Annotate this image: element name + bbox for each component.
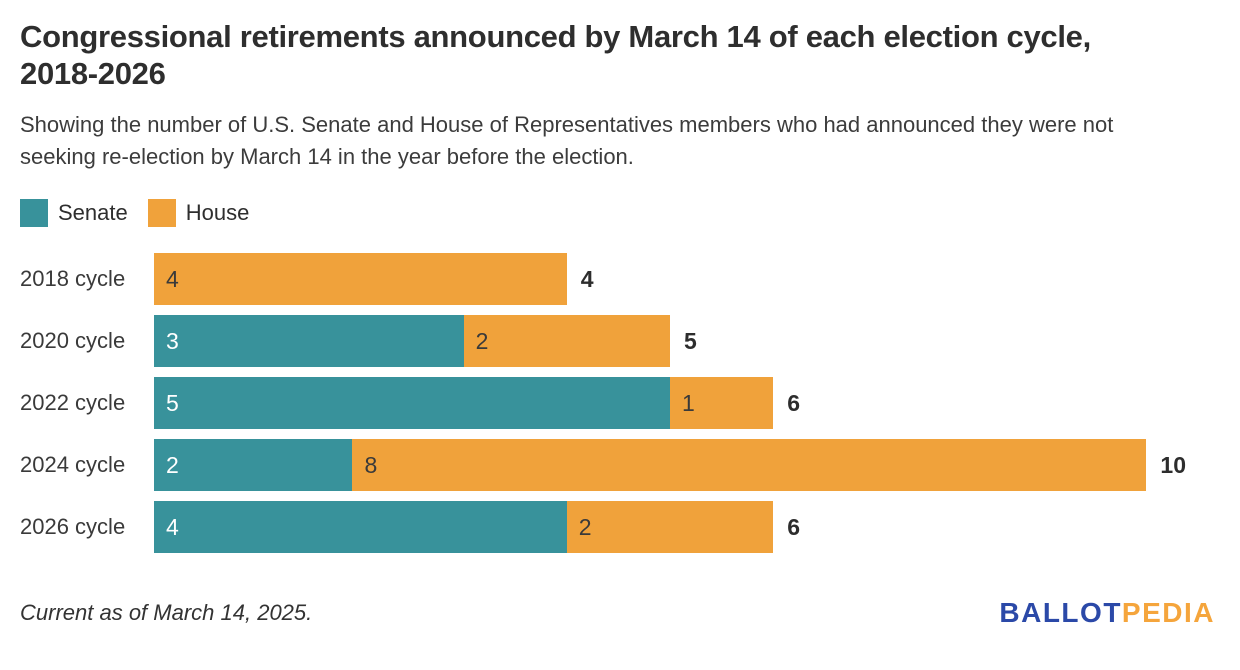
segment-value: 8 bbox=[364, 451, 378, 478]
legend-label: Senate bbox=[58, 200, 128, 225]
footer: Current as of March 14, 2025. BALLOTPEDI… bbox=[20, 597, 1215, 629]
category-label: 2026 cycle bbox=[20, 514, 126, 539]
total-label: 4 bbox=[580, 265, 594, 292]
bar-row: 2018 cycle 4 4 bbox=[20, 253, 1215, 305]
title-line-1: Congressional retirements announced by M… bbox=[20, 19, 1091, 54]
bar-row: 2026 cycle 4 2 6 bbox=[20, 501, 1215, 553]
bar-track: 2 8 10 bbox=[154, 439, 1186, 491]
segment-value: 2 bbox=[578, 513, 592, 540]
total-label: 10 bbox=[1160, 451, 1186, 478]
legend-swatch-house bbox=[147, 199, 176, 227]
bar-segment-senate: 2 bbox=[154, 439, 353, 491]
page-title: Congressional retirements announced by M… bbox=[20, 18, 1150, 92]
category-label: 2020 cycle bbox=[20, 328, 126, 353]
title-line-2: 2018-2026 bbox=[20, 56, 166, 91]
bar-segment-senate: 5 bbox=[154, 377, 670, 429]
bar-segment-senate: 4 bbox=[154, 501, 567, 553]
footer-note: Current as of March 14, 2025. bbox=[20, 600, 313, 625]
bar-segment-house: 4 bbox=[154, 253, 567, 305]
subtitle-line-1: Showing the number of U.S. Senate and Ho… bbox=[20, 112, 1114, 137]
bar-row: 2020 cycle 3 2 5 bbox=[20, 315, 1215, 367]
legend-label: House bbox=[185, 200, 250, 225]
segment-value: 1 bbox=[682, 389, 695, 416]
total-label: 6 bbox=[787, 389, 800, 416]
legend-swatch-senate bbox=[20, 199, 48, 227]
category-label: 2022 cycle bbox=[20, 390, 126, 415]
legend: Senate House bbox=[20, 199, 1215, 227]
ballotpedia-logo: BALLOTPEDIA bbox=[999, 597, 1215, 629]
category-label: 2024 cycle bbox=[20, 452, 126, 477]
bar-segment-house: 2 bbox=[566, 501, 774, 553]
subtitle-line-2: seeking re-election by March 14 in the y… bbox=[20, 144, 634, 169]
segment-value: 2 bbox=[166, 451, 179, 478]
segment-value: 5 bbox=[166, 389, 179, 416]
chart-subtitle: Showing the number of U.S. Senate and Ho… bbox=[20, 109, 1150, 173]
bar-row: 2024 cycle 2 8 10 bbox=[20, 439, 1215, 491]
bar-track: 4 2 6 bbox=[154, 501, 1186, 553]
segment-value: 3 bbox=[166, 327, 179, 354]
segment-value: 4 bbox=[166, 513, 179, 540]
logo-pedia: PEDIA bbox=[1121, 597, 1215, 628]
bar-track: 3 2 5 bbox=[154, 315, 1186, 367]
total-label: 6 bbox=[787, 513, 800, 540]
bar-segment-senate: 3 bbox=[154, 315, 464, 367]
legend-item-house: House bbox=[147, 199, 250, 227]
legend-item-senate: Senate bbox=[20, 199, 128, 227]
bar-row: 2022 cycle 5 1 6 bbox=[20, 377, 1215, 429]
segment-value: 2 bbox=[475, 327, 489, 354]
bar-segment-house: 2 bbox=[463, 315, 670, 367]
bar-track: 5 1 6 bbox=[154, 377, 1186, 429]
logo-ballot: BALLOT bbox=[999, 597, 1122, 628]
category-label: 2018 cycle bbox=[20, 266, 126, 291]
total-label: 5 bbox=[683, 327, 697, 354]
bar-segment-house: 8 bbox=[352, 439, 1147, 491]
chart: 2018 cycle 4 4 2020 cycle 3 2 5 2022 cycle 5 1 6 20… bbox=[20, 253, 1215, 553]
bar-segment-house: 1 bbox=[670, 377, 774, 429]
segment-value: 4 bbox=[166, 265, 179, 292]
